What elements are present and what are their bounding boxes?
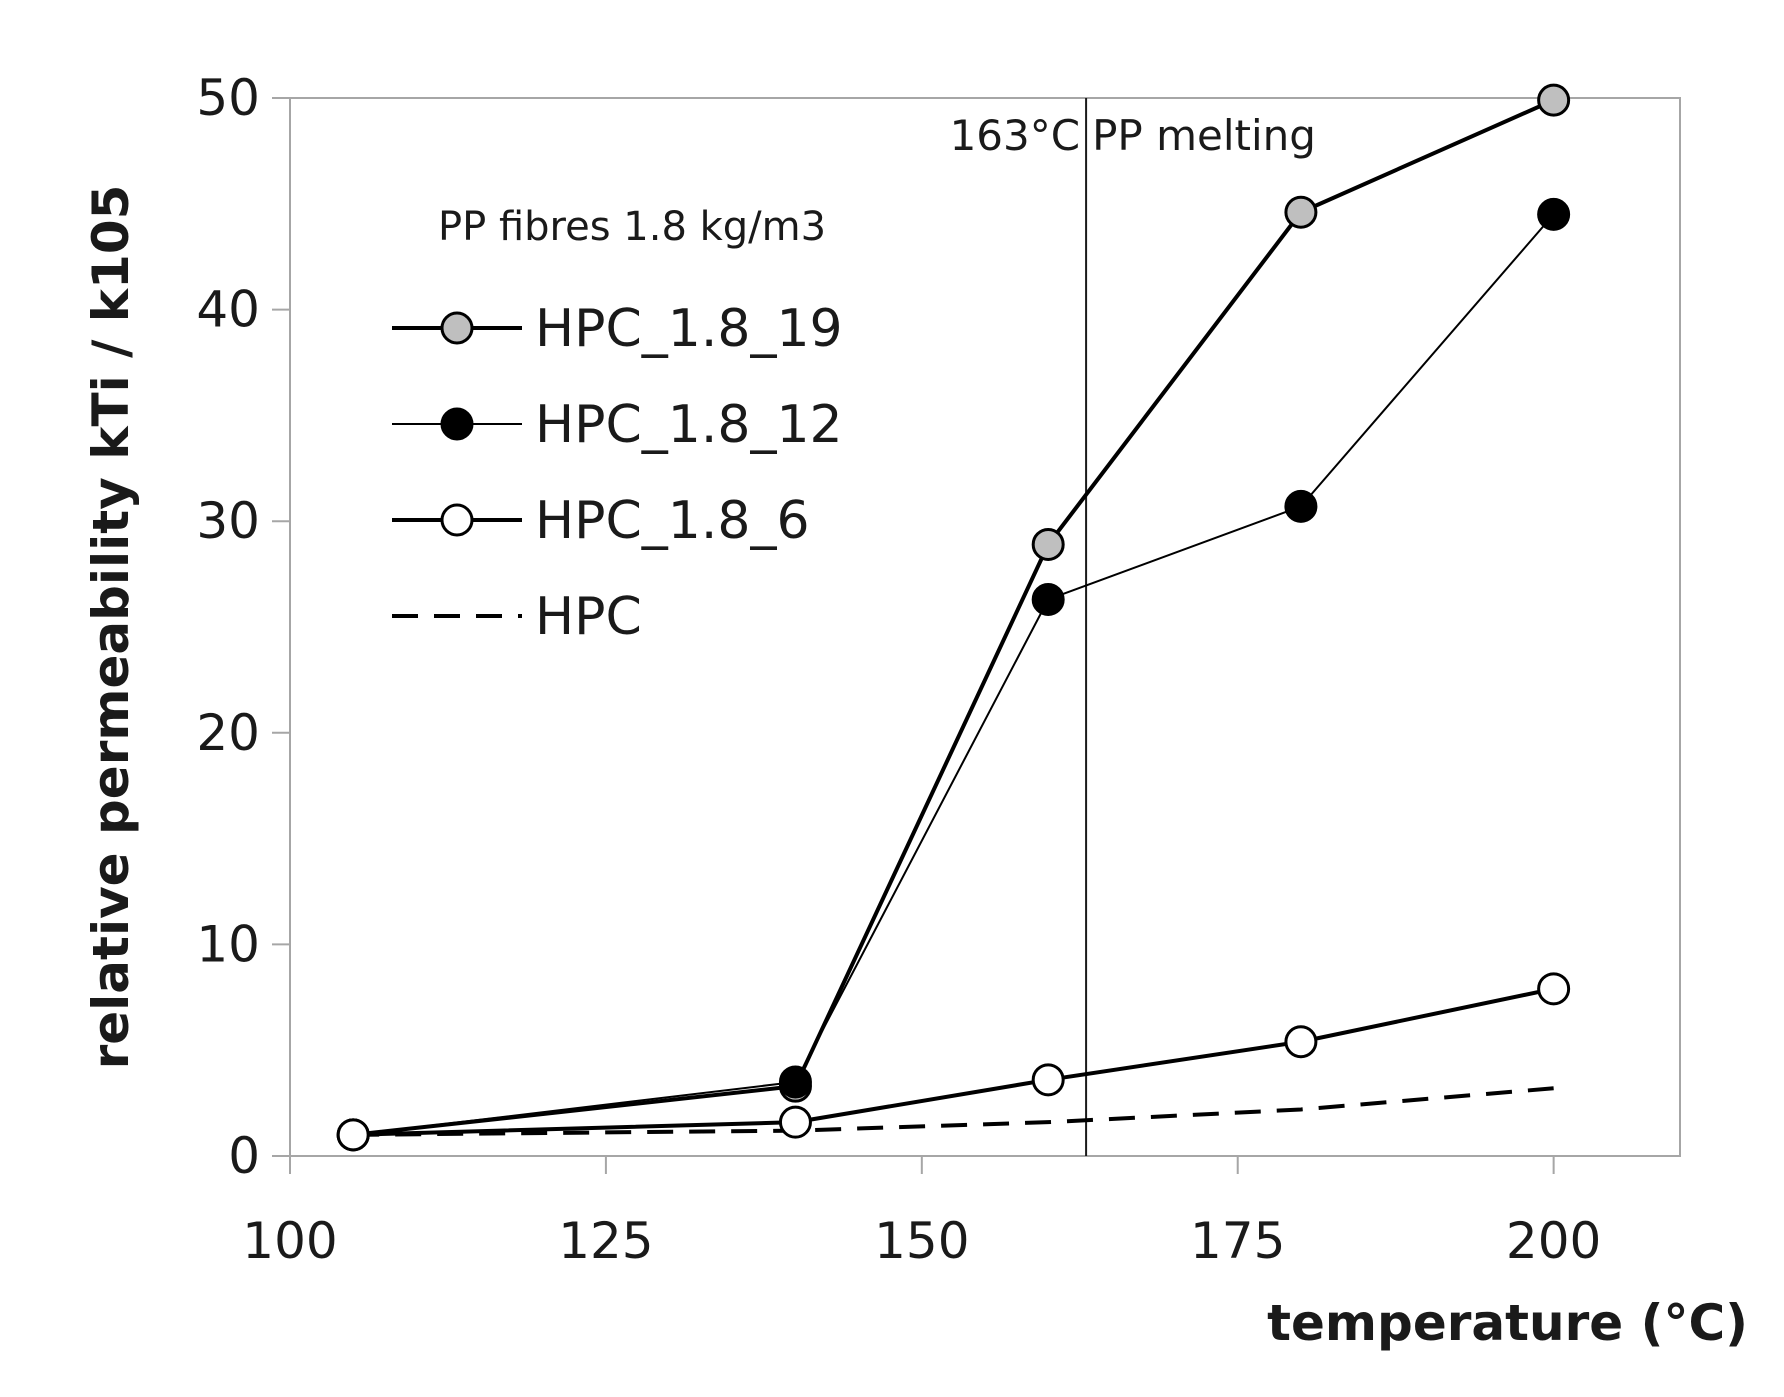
legend-title: PP fibres 1.8 kg/m3 <box>438 204 826 250</box>
legend-marker-hpc-1-8-19 <box>440 311 474 345</box>
x-axis-title: temperature (°C) <box>1267 1294 1748 1352</box>
legend-label-hpc-1-8-12: HPC_1.8_12 <box>535 395 843 455</box>
x-tick-label-125: 125 <box>558 1212 653 1270</box>
point-hpc-1-8-6-200 <box>1537 972 1571 1006</box>
point-hpc-1-8-19-180 <box>1284 195 1318 229</box>
x-tick-label-150: 150 <box>874 1212 969 1270</box>
x-tick-label-100: 100 <box>242 1212 337 1270</box>
point-hpc-1-8-6-180 <box>1284 1025 1318 1059</box>
point-hpc-1-8-19-200 <box>1537 83 1571 117</box>
y-tick-label-30: 30 <box>196 492 260 550</box>
x-tick-label-200: 200 <box>1506 1212 1601 1270</box>
point-hpc-1-8-12-200 <box>1537 197 1571 231</box>
y-axis-title: relative permeability kTi / k105 <box>82 185 140 1070</box>
y-tick-label-20: 20 <box>196 704 260 762</box>
x-axis-ticks: 100 125 150 175 200 <box>242 1156 1601 1270</box>
pp-melting-label: PP melting <box>1092 111 1316 160</box>
point-hpc-1-8-6-105 <box>336 1118 370 1152</box>
melting-temperature-label: 163°C <box>950 111 1081 160</box>
legend-marker-hpc-1-8-6 <box>440 503 474 537</box>
plot-frame <box>289 97 1681 1157</box>
series-lines <box>352 98 1555 1137</box>
series-line-hpc <box>353 1086 1554 1137</box>
y-tick-label-50: 50 <box>196 69 260 127</box>
series-markers <box>336 83 1571 1152</box>
series-line-hpc-1-8-19 <box>352 98 1555 1137</box>
y-tick-label-40: 40 <box>196 281 260 339</box>
series-line-hpc-1-8-12 <box>353 213 1555 1136</box>
y-tick-label-0: 0 <box>228 1127 260 1185</box>
x-tick-label-175: 175 <box>1190 1212 1285 1270</box>
point-hpc-1-8-12-180 <box>1284 489 1318 523</box>
legend-entries: HPC_1.8_19 HPC_1.8_12 HPC_1.8_6 HPC <box>392 299 843 647</box>
y-tick-label-10: 10 <box>196 915 260 973</box>
legend-marker-hpc-1-8-12 <box>440 407 474 441</box>
legend-label-hpc: HPC <box>535 587 642 647</box>
legend-label-hpc-1-8-19: HPC_1.8_19 <box>535 299 843 359</box>
point-hpc-1-8-6-140 <box>778 1105 812 1139</box>
legend-label-hpc-1-8-6: HPC_1.8_6 <box>535 491 810 551</box>
legend: PP fibres 1.8 kg/m3 HPC_1.8_19 HPC_1.8_12… <box>392 204 843 647</box>
point-hpc-1-8-6-160 <box>1031 1063 1065 1097</box>
y-axis-ticks: 0 10 20 30 40 50 <box>196 69 290 1185</box>
point-hpc-1-8-19-160 <box>1031 527 1065 561</box>
point-hpc-1-8-12-140 <box>778 1065 812 1099</box>
point-hpc-1-8-12-160 <box>1031 582 1065 616</box>
